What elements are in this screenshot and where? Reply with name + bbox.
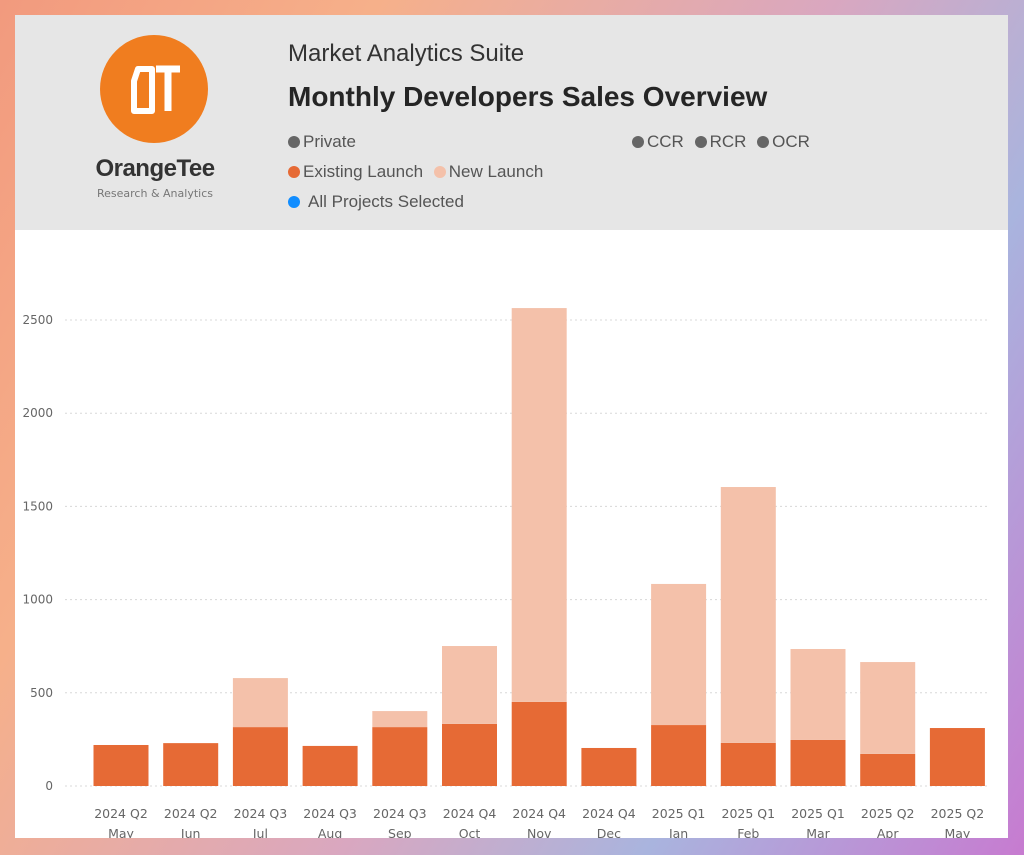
- page-title: Monthly Developers Sales Overview: [288, 81, 768, 112]
- dot-icon: [288, 136, 300, 148]
- bar-existing-launch: [929, 728, 985, 786]
- x-tick-label-month: Aug: [318, 826, 342, 838]
- bar-new-launch: [860, 662, 916, 754]
- project-filter: All Projects Selected: [288, 192, 470, 212]
- x-tick-label-quarter: 2024 Q2: [164, 806, 218, 821]
- filter-ccr[interactable]: CCR: [632, 132, 684, 151]
- region-filter: CCR RCR OCR: [632, 132, 816, 152]
- bar-new-launch: [720, 487, 776, 743]
- bar-new-launch: [232, 678, 288, 728]
- filter-label: CCR: [647, 132, 684, 151]
- app-subtitle: Market Analytics Suite: [288, 40, 525, 67]
- filter-label: All Projects Selected: [308, 192, 464, 211]
- legend-new-launch[interactable]: New Launch: [433, 162, 544, 181]
- x-tick-label-month: Oct: [459, 826, 481, 838]
- x-tick-label-quarter: 2025 Q1: [791, 806, 845, 821]
- bar-new-launch: [651, 583, 707, 726]
- x-tick-label-month: Apr: [877, 826, 899, 838]
- x-tick-label-quarter: 2024 Q3: [234, 806, 288, 821]
- x-tick-label-month: Jul: [252, 826, 268, 838]
- filter-all-projects[interactable]: All Projects Selected: [288, 192, 464, 211]
- dot-icon: [288, 166, 300, 178]
- brand-name: OrangeTee: [95, 155, 215, 182]
- legend-existing-launch[interactable]: Existing Launch: [288, 162, 423, 181]
- y-tick-label: 1500: [22, 499, 53, 513]
- filter-label: Private: [303, 132, 356, 151]
- report-card: OrangeTee Research & Analytics Market An…: [15, 15, 1008, 838]
- x-tick-label-quarter: 2024 Q4: [443, 806, 497, 821]
- legend-label: New Launch: [448, 162, 544, 181]
- bar-existing-launch: [511, 701, 567, 786]
- x-tick-label-quarter: 2025 Q2: [861, 806, 915, 821]
- x-tick-label-quarter: 2024 Q3: [303, 806, 357, 821]
- y-tick-label: 2000: [22, 406, 53, 420]
- x-tick-label-month: Mar: [806, 826, 830, 838]
- bar-new-launch: [372, 711, 428, 728]
- dot-icon: [632, 136, 644, 148]
- bar-existing-launch: [93, 744, 149, 786]
- dot-icon: [433, 166, 446, 178]
- x-tick-label-quarter: 2025 Q2: [931, 806, 985, 821]
- report-header: OrangeTee Research & Analytics Market An…: [15, 15, 1008, 230]
- bar-existing-launch: [372, 727, 428, 786]
- filter-label: OCR: [772, 132, 810, 151]
- x-tick-label-month: Jan: [668, 826, 688, 838]
- filter-private[interactable]: Private: [288, 132, 356, 151]
- filter-rcr[interactable]: RCR: [694, 132, 747, 151]
- x-tick-label-quarter: 2024 Q4: [512, 806, 566, 821]
- orangetee-logo: [100, 35, 208, 143]
- bar-new-launch: [442, 646, 497, 724]
- x-tick-label-quarter: 2025 Q1: [722, 806, 776, 821]
- bar-existing-launch: [302, 745, 358, 786]
- x-tick-label-quarter: 2025 Q1: [652, 806, 706, 821]
- bar-new-launch: [511, 308, 567, 702]
- launch-legend: Existing Launch New Launch: [288, 162, 549, 182]
- x-tick-label-quarter: 2024 Q3: [373, 806, 427, 821]
- filter-label: RCR: [709, 132, 747, 151]
- x-tick-label-month: May: [108, 826, 134, 838]
- x-tick-label-month: May: [944, 826, 970, 838]
- brand-tagline: Research & Analytics: [97, 187, 213, 200]
- y-tick-label: 0: [45, 779, 53, 793]
- market-filter: Private: [288, 132, 362, 152]
- y-tick-label: 1000: [22, 593, 53, 607]
- dot-icon: [694, 136, 707, 148]
- dot-icon: [288, 196, 300, 208]
- bar-existing-launch: [163, 743, 219, 786]
- y-tick-label: 500: [30, 686, 53, 700]
- bar-existing-launch: [581, 747, 637, 786]
- bar-existing-launch: [860, 753, 916, 786]
- x-tick-label-quarter: 2024 Q2: [94, 806, 148, 821]
- bar-existing-launch: [651, 725, 707, 786]
- bar-existing-launch: [442, 723, 497, 786]
- bar-existing-launch: [232, 727, 288, 786]
- y-tick-label: 2500: [22, 313, 53, 327]
- x-tick-label-month: Dec: [597, 826, 621, 838]
- x-tick-label-month: Nov: [527, 826, 552, 838]
- bar-existing-launch: [790, 739, 846, 786]
- x-tick-label-month: Jun: [180, 826, 201, 838]
- filter-ocr[interactable]: OCR: [757, 132, 810, 151]
- x-tick-label-month: Feb: [737, 826, 759, 838]
- dot-icon: [757, 136, 770, 148]
- bar-new-launch: [790, 648, 846, 740]
- legend-label: Existing Launch: [303, 162, 424, 181]
- bar-existing-launch: [720, 742, 776, 786]
- sales-bar-chart: 0 500 1000 1500 2000 2500 2024 Q2 May 2024 Q2 Jun…: [22, 308, 990, 838]
- x-tick-label-month: Sep: [388, 826, 412, 838]
- x-tick-label-quarter: 2024 Q4: [582, 806, 636, 821]
